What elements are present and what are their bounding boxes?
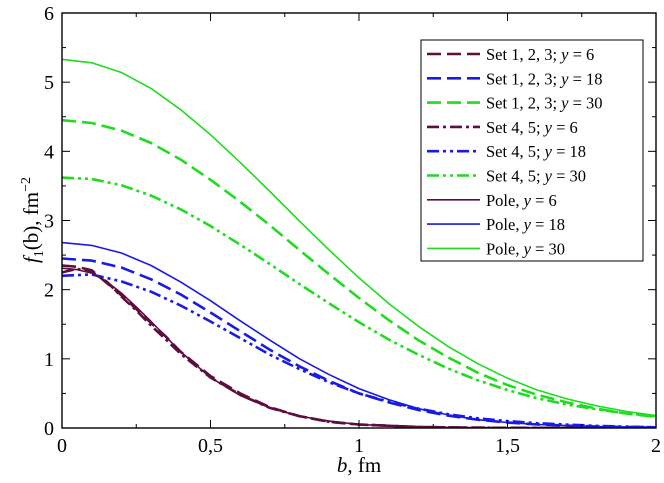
legend-label: Set 4, 5; y = 30: [486, 167, 586, 186]
x-tick-label: 2: [651, 435, 661, 457]
series-line-set-4-5-y-30: [62, 176, 656, 418]
legend-item-set-4-5-y-30: Set 4, 5; y = 30: [427, 167, 586, 186]
y-tick-label: 2: [44, 280, 54, 302]
legend-label: Set 1, 2, 3; y = 18: [486, 69, 603, 88]
legend-item-set-1-2-3-y-6: Set 1, 2, 3; y = 6: [427, 45, 594, 64]
legend-label: Pole, y = 30: [486, 239, 565, 258]
legend-label: Set 1, 2, 3; y = 6: [486, 45, 594, 64]
series-line-pole-y-30: [62, 58, 656, 417]
legend-label: Set 4, 5; y = 18: [486, 142, 586, 161]
legend: Set 1, 2, 3; y = 6 Set 1, 2, 3; y = 18 Set…: [420, 39, 644, 262]
legend-label: Set 1, 2, 3; y = 30: [486, 94, 603, 113]
legend-item-set-1-2-3-y-30: Set 1, 2, 3; y = 30: [427, 94, 603, 113]
legend-item-pole-y-18: Pole, y = 18: [427, 215, 565, 234]
legend-item-set-4-5-y-6: Set 4, 5; y = 6: [427, 118, 578, 137]
x-tick-label: 0,5: [198, 435, 223, 457]
y-tick-label: 1: [44, 349, 54, 371]
y-axis-label: f1(b), fm−2: [19, 177, 47, 263]
legend-item-pole-y-30: Pole, y = 30: [427, 239, 565, 258]
legend-item-pole-y-6: Pole, y = 6: [427, 191, 557, 210]
series-line-set-1-2-3-y-30: [62, 118, 656, 419]
ticks-layer: 0 0,5 1 1,5 2 0 1 2 3 4 5 6: [44, 3, 661, 457]
y-tick-label: 0: [44, 418, 54, 440]
x-tick-label: 1: [354, 435, 364, 457]
x-axis-label: b, fm: [337, 453, 381, 477]
legend-label: Pole, y = 18: [486, 215, 565, 234]
y-tick-label: 4: [44, 141, 54, 163]
legend-label: Set 4, 5; y = 6: [486, 118, 578, 137]
legend-label: Pole, y = 6: [486, 191, 557, 210]
x-tick-label: 0: [57, 435, 67, 457]
y-tick-label: 5: [44, 72, 54, 94]
y-tick-label: 3: [44, 211, 54, 233]
legend-item-set-4-5-y-18: Set 4, 5; y = 18: [427, 142, 586, 161]
legend-item-set-1-2-3-y-18: Set 1, 2, 3; y = 18: [427, 69, 603, 88]
x-tick-label: 1,5: [495, 435, 520, 457]
y-tick-label: 6: [44, 3, 54, 25]
